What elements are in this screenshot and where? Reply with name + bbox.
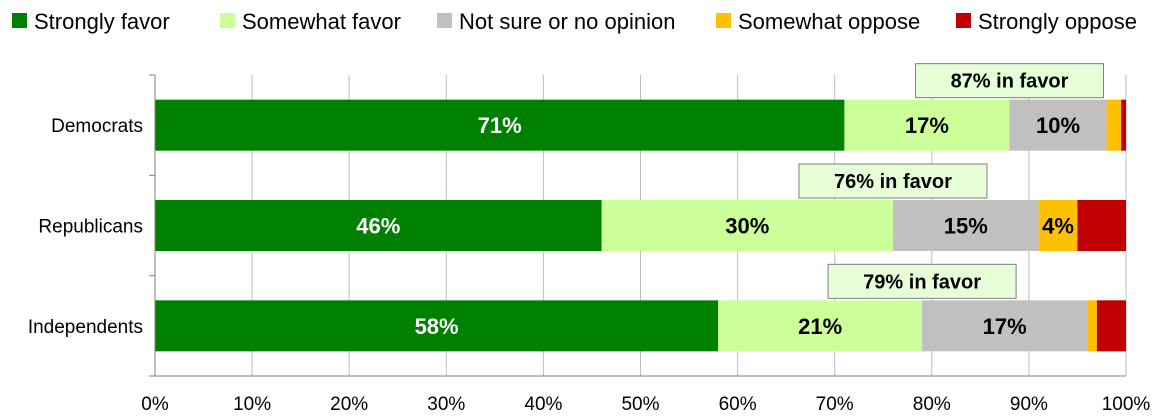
callout-text: 87% in favor <box>951 71 1069 93</box>
data-label: 58% <box>415 314 459 339</box>
bar-segment <box>718 300 923 352</box>
x-tick-label: 20% <box>330 394 368 415</box>
x-tick-labels: 0% 10% 20% 30% 40% 50% 60% 70% 80% 90% 100% <box>141 394 1150 415</box>
legend-item: Strongly oppose <box>956 9 1137 34</box>
bar-segment <box>1106 99 1122 151</box>
bar-segment <box>892 200 1039 251</box>
data-label: 21% <box>798 314 842 339</box>
x-tick-label: 50% <box>621 394 659 415</box>
data-label: 4% <box>1042 214 1074 239</box>
bar-segment <box>1009 99 1107 151</box>
favor-callout: 76% in favor <box>798 163 988 199</box>
data-label: 17% <box>905 113 949 138</box>
callouts: 87% in favor 76% in favor 79% in favor <box>798 63 1104 299</box>
x-tick-label: 40% <box>524 394 562 415</box>
x-tick-label: 0% <box>141 394 169 415</box>
data-label: 46% <box>356 214 400 239</box>
legend-label: Strongly favor <box>34 9 170 34</box>
legend-item: Strongly favor <box>12 9 170 34</box>
bar-segment <box>1077 200 1126 251</box>
callout-text: 76% in favor <box>834 171 952 193</box>
legend-swatch <box>12 13 27 28</box>
category-label: Democrats <box>51 116 143 137</box>
legend-label: Somewhat favor <box>242 9 401 34</box>
category-label: Republicans <box>38 217 143 238</box>
x-tick-label: 70% <box>816 394 854 415</box>
data-label: 10% <box>1036 113 1080 138</box>
x-tick-label: 100% <box>1102 394 1151 415</box>
favor-callout: 87% in favor <box>914 63 1104 99</box>
legend-label: Strongly oppose <box>978 9 1137 34</box>
bar-segment <box>1038 200 1078 251</box>
legend-item: Somewhat favor <box>220 9 401 34</box>
data-label: 71% <box>478 113 522 138</box>
x-tick-label: 90% <box>1010 394 1048 415</box>
callout-text: 79% in favor <box>863 271 981 293</box>
axes <box>149 74 1126 377</box>
favor-callout: 79% in favor <box>827 263 1017 299</box>
bar-segment <box>844 99 1010 151</box>
x-tick-label: 10% <box>233 394 271 415</box>
legend-swatch <box>716 13 731 28</box>
callout-box <box>914 63 1104 99</box>
legend-swatch <box>437 13 452 28</box>
data-label: 15% <box>944 214 988 239</box>
legend-item: Not sure or no opinion <box>437 9 675 34</box>
legend-swatch <box>220 13 235 28</box>
bar-segment <box>155 99 845 151</box>
legend: Strongly favor Somewhat favor Not sure or … <box>12 9 1137 34</box>
callout-box <box>827 263 1017 299</box>
bar-labels: 71% 17% 10% 46% 30% 15% 4% 58% 21% 17% <box>356 113 1080 339</box>
callout-box <box>798 163 988 199</box>
category-labels: Democrats Republicans Independents <box>28 116 143 338</box>
legend-label: Not sure or no opinion <box>459 9 675 34</box>
x-tick-label: 60% <box>719 394 757 415</box>
bar-segment <box>155 300 719 352</box>
bar-segment <box>1121 99 1126 151</box>
x-tick-label: 30% <box>427 394 465 415</box>
legend-swatch <box>956 13 971 28</box>
legend-label: Somewhat oppose <box>738 9 920 34</box>
bar-segment <box>922 300 1088 352</box>
bar-segment <box>155 200 602 251</box>
bars <box>155 99 1126 352</box>
bar-segment <box>1096 300 1126 352</box>
bar-segment <box>601 200 893 251</box>
legend-item: Somewhat oppose <box>716 9 920 34</box>
x-tick-label: 80% <box>913 394 951 415</box>
bar-segment <box>1087 300 1097 352</box>
category-label: Independents <box>28 317 143 338</box>
data-label: 17% <box>983 314 1027 339</box>
data-label: 30% <box>725 214 769 239</box>
